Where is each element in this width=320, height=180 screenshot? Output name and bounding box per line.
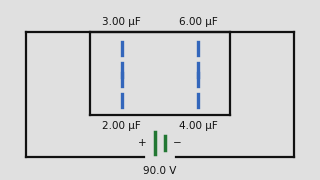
Text: 6.00 μF: 6.00 μF: [179, 17, 218, 27]
Text: 4.00 μF: 4.00 μF: [179, 121, 218, 131]
Text: 3.00 μF: 3.00 μF: [102, 17, 141, 27]
Text: 90.0 V: 90.0 V: [143, 166, 177, 176]
Text: −: −: [173, 138, 182, 148]
Text: 2.00 μF: 2.00 μF: [102, 121, 141, 131]
Text: +: +: [138, 138, 147, 148]
